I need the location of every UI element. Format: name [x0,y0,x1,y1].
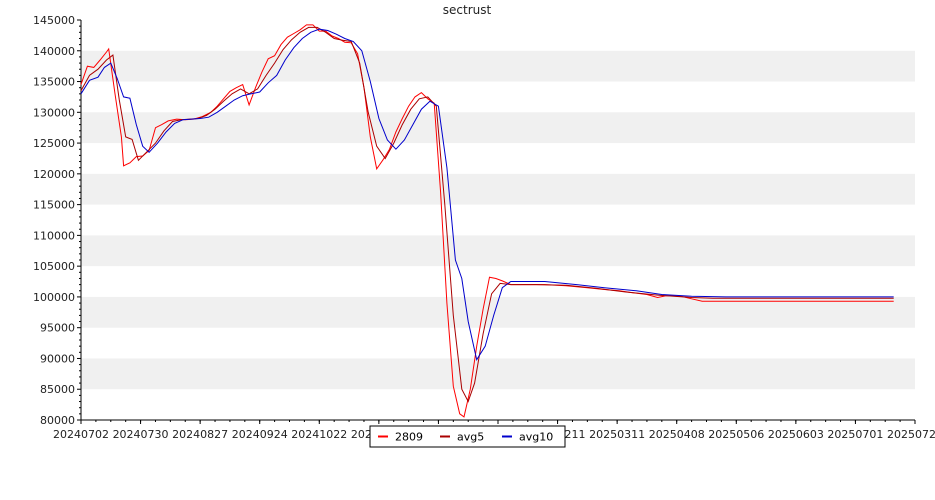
x-tick-label: 20240827 [172,428,228,441]
x-tick-label: 20240924 [232,428,288,441]
x-tick-label: 20250729 [887,428,935,441]
y-tick-label: 85000 [40,383,75,396]
x-tick-label: 20250701 [827,428,883,441]
grid-band [81,112,915,144]
y-tick-label: 105000 [33,260,75,273]
x-tick-label: 20250603 [768,428,824,441]
y-tick-label: 80000 [40,414,75,427]
legend-box [369,425,566,448]
y-tick-label: 130000 [33,106,75,119]
y-tick-label: 95000 [40,322,75,335]
x-tick-label: 20250506 [708,428,764,441]
x-tick-label: 20241022 [291,428,347,441]
legend-label: avg5 [457,431,484,444]
y-tick-label: 120000 [33,168,75,181]
series-line-avg5 [80,26,894,403]
grid-band [81,50,915,82]
series-line-2809 [80,24,894,418]
y-tick-label: 100000 [33,291,75,304]
y-axis-tick-labels: 80000 85000 90000 95000 100000 105000 110000 11… [33,14,75,427]
x-tick-label: 20240702 [53,428,109,441]
legend: 2809 avg5 avg10 [369,425,566,448]
grid-bands [81,50,915,390]
chart-title: sectrust [443,3,492,17]
y-tick-label: 140000 [33,45,75,58]
x-tick-label: 20250408 [649,428,705,441]
grid-band [81,173,915,205]
y-tick-label: 145000 [33,14,75,27]
x-tick-label: 20250311 [589,428,645,441]
y-tick-label: 135000 [33,76,75,89]
series-lines [80,24,894,418]
legend-label: avg10 [519,431,553,444]
y-tick-label: 90000 [40,352,75,365]
grid-band [81,358,915,390]
legend-label: 2809 [395,431,423,444]
y-tick-label: 125000 [33,137,75,150]
x-tick-label: 20240730 [113,428,169,441]
y-tick-label: 115000 [33,199,75,212]
y-tick-label: 110000 [33,229,75,242]
series-line-avg10 [80,28,894,361]
axes [77,19,916,424]
grid-band [81,235,915,267]
